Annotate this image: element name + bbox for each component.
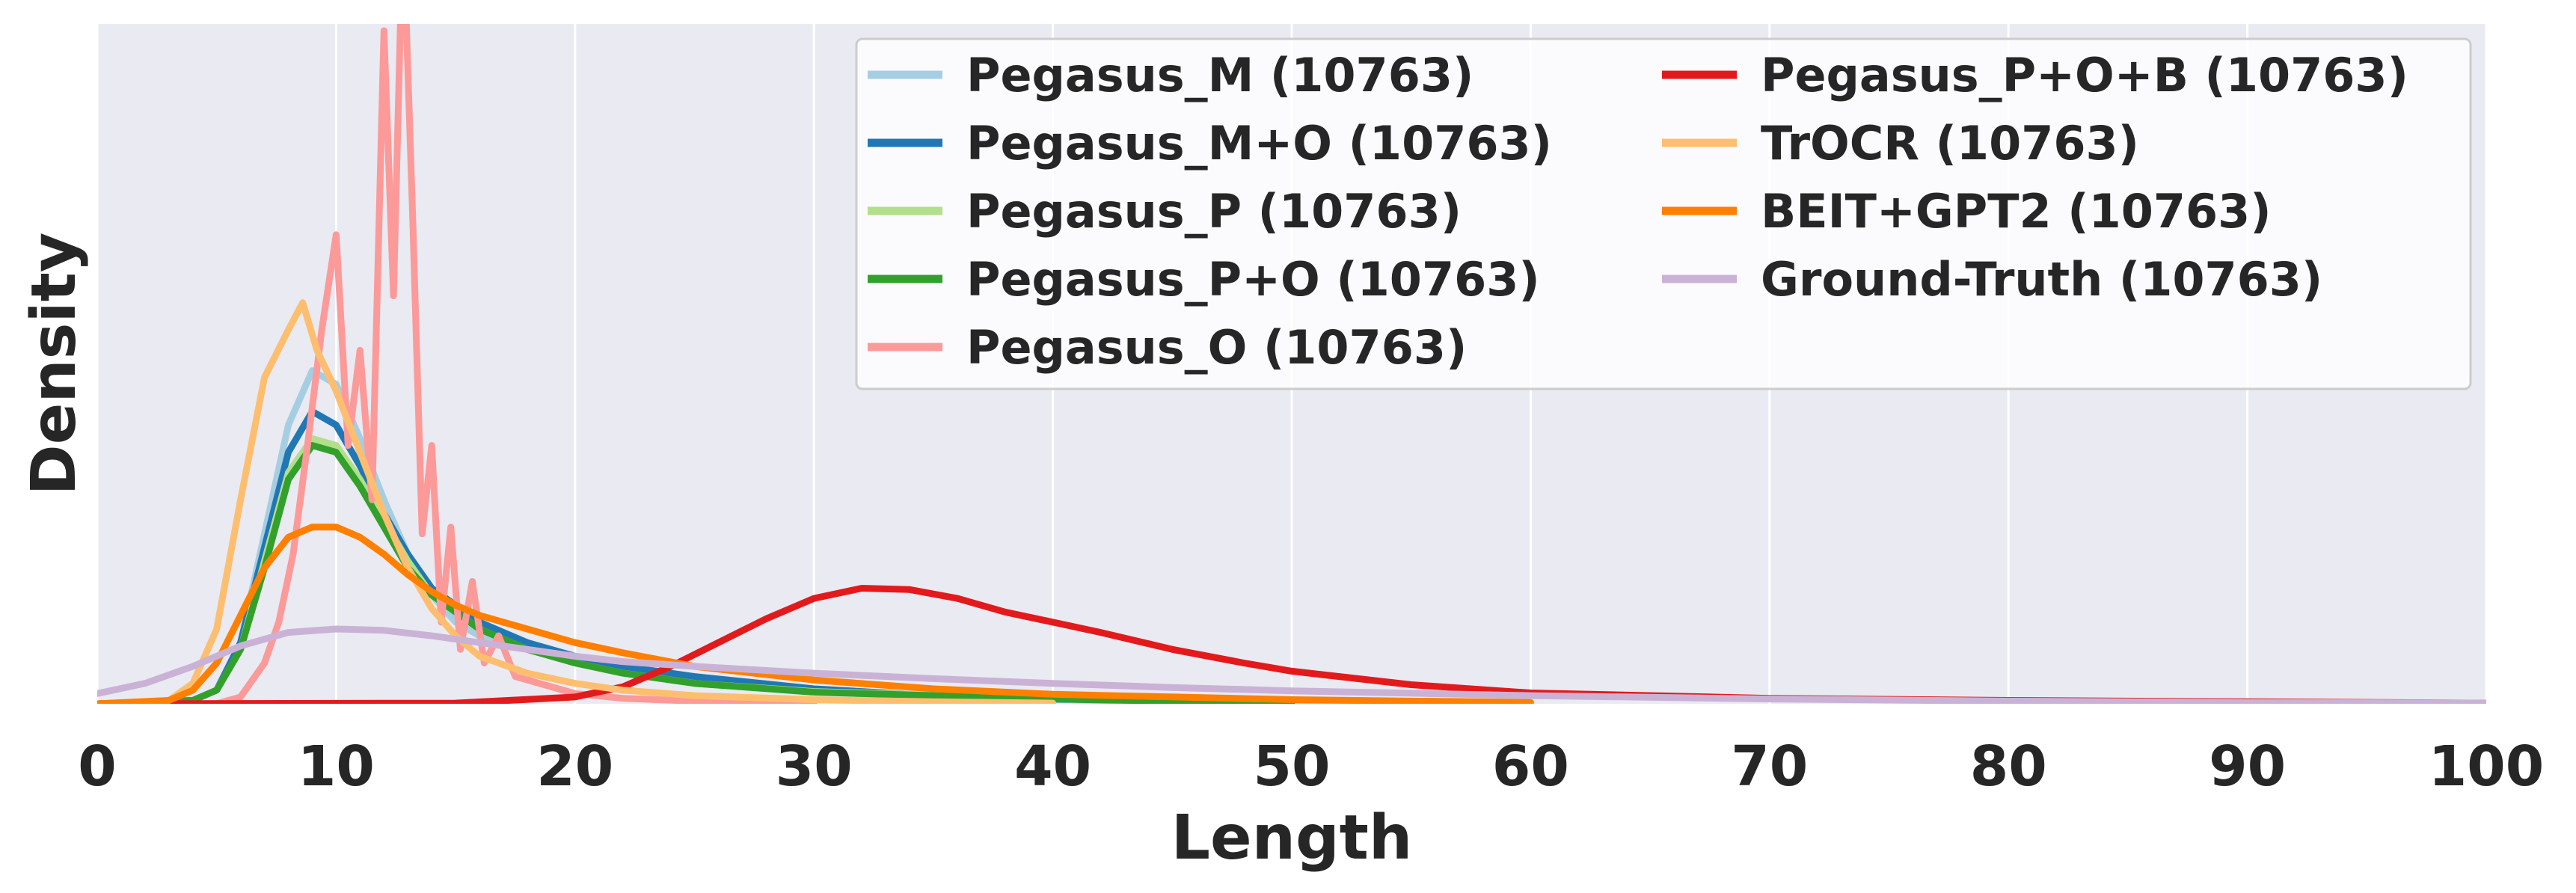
- legend-entry: BEIT+GPT2 (10763): [1761, 184, 2272, 239]
- y-axis-label: Density: [19, 233, 90, 496]
- legend-entry: Pegasus_P+O (10763): [966, 252, 1540, 307]
- x-tick-label: 40: [1014, 734, 1091, 799]
- x-tick-label: 80: [1970, 734, 2047, 799]
- x-tick-label: 10: [298, 734, 375, 799]
- series-line-4: [97, 24, 818, 704]
- legend-entry: Pegasus_P+O+B (10763): [1761, 48, 2408, 102]
- legend-entry: Ground-Truth (10763): [1761, 252, 2322, 307]
- x-tick-label: 70: [1731, 734, 1808, 799]
- x-tick-label: 30: [776, 734, 853, 799]
- series-lines: [97, 24, 2486, 704]
- x-tick-label: 100: [2429, 734, 2544, 799]
- legend: Pegasus_M (10763) Pegasus_M+O (10763) Pega…: [855, 37, 2472, 390]
- x-tick-label: 20: [536, 734, 613, 799]
- x-tick-label: 50: [1254, 734, 1331, 799]
- x-tick-labels: 0 10 20 30 40 50 60 70 80 90 100: [78, 734, 2544, 799]
- legend-entry: Pegasus_M+O (10763): [966, 116, 1552, 171]
- legend-entry: Pegasus_P (10763): [966, 184, 1462, 239]
- x-axis-label: Length: [1171, 803, 1413, 874]
- x-tick-label: 90: [2209, 734, 2286, 799]
- series-line-7: [97, 524, 1534, 704]
- x-tick-label: 60: [1492, 734, 1569, 799]
- legend-entry: TrOCR (10763): [1761, 116, 2139, 171]
- series-line-6: [97, 299, 1057, 704]
- x-tick-label: 0: [78, 734, 117, 799]
- legend-entry: Pegasus_M (10763): [966, 48, 1473, 102]
- series-line-8: [97, 625, 2486, 704]
- legend-entry: Pegasus_O (10763): [966, 320, 1467, 375]
